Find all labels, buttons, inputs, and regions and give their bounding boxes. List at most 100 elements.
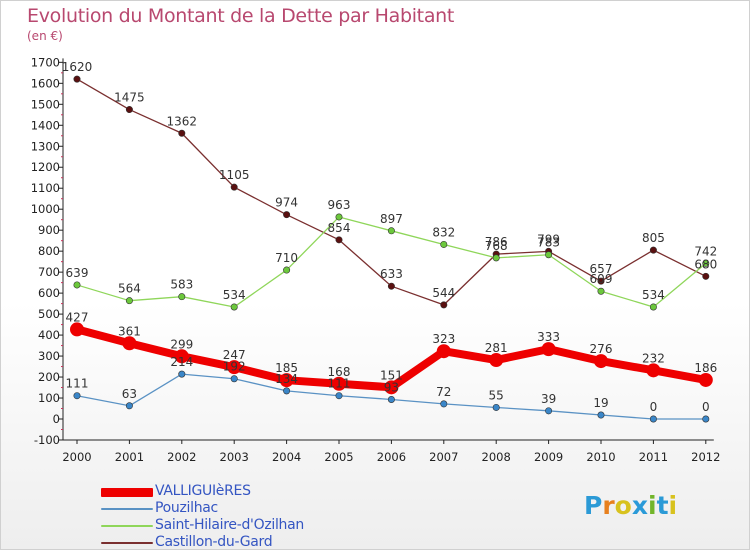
data-point bbox=[335, 213, 343, 221]
data-point bbox=[489, 353, 504, 368]
data-label: 63 bbox=[122, 387, 137, 401]
data-label: 276 bbox=[590, 342, 613, 356]
data-point bbox=[230, 303, 238, 311]
data-label: 1620 bbox=[62, 60, 93, 74]
legend-swatch-valliguieres bbox=[101, 488, 153, 497]
data-label: 168 bbox=[328, 365, 351, 379]
y-tick-label: 1700 bbox=[31, 55, 60, 69]
data-label: 1475 bbox=[114, 91, 145, 105]
data-label: 214 bbox=[170, 355, 193, 369]
data-point bbox=[597, 411, 605, 419]
data-point bbox=[122, 336, 137, 351]
data-point bbox=[227, 360, 242, 375]
y-tick-label: 0 bbox=[53, 412, 60, 426]
data-point bbox=[230, 183, 238, 191]
data-label: 333 bbox=[537, 330, 560, 344]
y-tick-label: 600 bbox=[38, 286, 60, 300]
x-tick-label: 2006 bbox=[377, 450, 406, 464]
data-point bbox=[440, 301, 448, 309]
data-point bbox=[702, 272, 710, 280]
data-point bbox=[335, 236, 343, 244]
data-labels: 1620 1475 1362 1105 974 854 633 544 786 799 657 805… bbox=[62, 60, 718, 414]
data-label: 134 bbox=[275, 372, 298, 386]
data-label: 805 bbox=[642, 231, 665, 245]
legend-swatch-saint-hilaire bbox=[101, 525, 153, 527]
data-point bbox=[125, 297, 133, 305]
legend-swatch-castillon bbox=[101, 542, 153, 544]
data-point bbox=[178, 370, 186, 378]
data-label: 361 bbox=[118, 324, 141, 338]
proxiti-logo[interactable]: Proxiti bbox=[584, 491, 677, 520]
y-tick-label: 100 bbox=[38, 391, 60, 405]
x-tick-label: 2005 bbox=[324, 450, 353, 464]
data-label: 186 bbox=[694, 361, 717, 375]
logo-letter: i bbox=[648, 491, 657, 520]
data-point bbox=[73, 281, 81, 289]
legend-label-saint-hilaire: Saint-Hilaire-d'Ozilhan bbox=[155, 517, 304, 533]
data-point bbox=[702, 259, 710, 267]
x-tick-label: 2003 bbox=[220, 450, 249, 464]
data-point bbox=[545, 407, 553, 415]
series-lines bbox=[70, 75, 713, 423]
data-label: 19 bbox=[593, 396, 608, 410]
data-point bbox=[597, 277, 605, 285]
data-point bbox=[178, 293, 186, 301]
y-tick-label: 1600 bbox=[31, 76, 60, 90]
data-label: 534 bbox=[642, 288, 665, 302]
data-label: 854 bbox=[328, 221, 351, 235]
data-point bbox=[649, 246, 657, 254]
data-label: 768 bbox=[485, 239, 508, 253]
x-tick-label: 2009 bbox=[534, 450, 563, 464]
data-label: 55 bbox=[489, 388, 504, 402]
data-point bbox=[440, 400, 448, 408]
y-tick-label: 700 bbox=[38, 265, 60, 279]
y-tick-label: 1400 bbox=[31, 118, 60, 132]
x-tick-label: 2012 bbox=[691, 450, 720, 464]
data-point bbox=[70, 322, 84, 337]
y-tick-label: 800 bbox=[38, 244, 60, 258]
data-point bbox=[279, 373, 294, 388]
data-point bbox=[545, 251, 553, 259]
data-point bbox=[387, 395, 395, 403]
data-point bbox=[649, 415, 657, 423]
logo-letter: x bbox=[631, 491, 648, 520]
y-tick-label: 300 bbox=[38, 349, 60, 363]
x-tick-label: 2007 bbox=[429, 450, 458, 464]
data-label: 232 bbox=[642, 351, 665, 365]
data-point bbox=[492, 254, 500, 262]
logo-letter: P bbox=[584, 491, 603, 520]
data-label: 799 bbox=[537, 232, 560, 246]
data-label: 185 bbox=[275, 361, 298, 375]
data-point bbox=[646, 363, 661, 378]
data-label: 323 bbox=[432, 332, 455, 346]
x-tick-label: 2011 bbox=[639, 450, 668, 464]
data-point bbox=[436, 344, 451, 359]
legend-label-castillon: Castillon-du-Gard bbox=[155, 534, 273, 550]
data-label: 639 bbox=[66, 266, 89, 280]
data-point bbox=[698, 372, 713, 387]
legend-label-valliguieres: VALLIGUIèRES bbox=[155, 483, 251, 499]
data-label: 0 bbox=[650, 400, 658, 414]
data-label: 72 bbox=[436, 385, 451, 399]
data-point bbox=[125, 402, 133, 410]
data-label: 151 bbox=[380, 368, 403, 382]
data-label: 897 bbox=[380, 212, 403, 226]
data-label: 1362 bbox=[167, 114, 198, 128]
x-tick-label: 2010 bbox=[586, 450, 615, 464]
y-tick-label: 500 bbox=[38, 307, 60, 321]
x-tick-label: 2000 bbox=[62, 450, 91, 464]
data-point bbox=[332, 376, 346, 391]
data-label: 742 bbox=[694, 244, 717, 258]
axes: -100010020030040050060070080090010001100… bbox=[31, 55, 721, 464]
legend-swatch-pouzilhac bbox=[101, 508, 153, 510]
data-label: 680 bbox=[694, 257, 717, 271]
x-tick-label: 2002 bbox=[167, 450, 196, 464]
data-point bbox=[125, 106, 133, 114]
data-label: 974 bbox=[275, 196, 298, 210]
y-tick-label: 900 bbox=[38, 223, 60, 237]
x-tick-label: 2008 bbox=[482, 450, 511, 464]
x-tick-label: 2001 bbox=[115, 450, 144, 464]
data-label: 710 bbox=[275, 251, 298, 265]
data-point bbox=[387, 227, 395, 235]
